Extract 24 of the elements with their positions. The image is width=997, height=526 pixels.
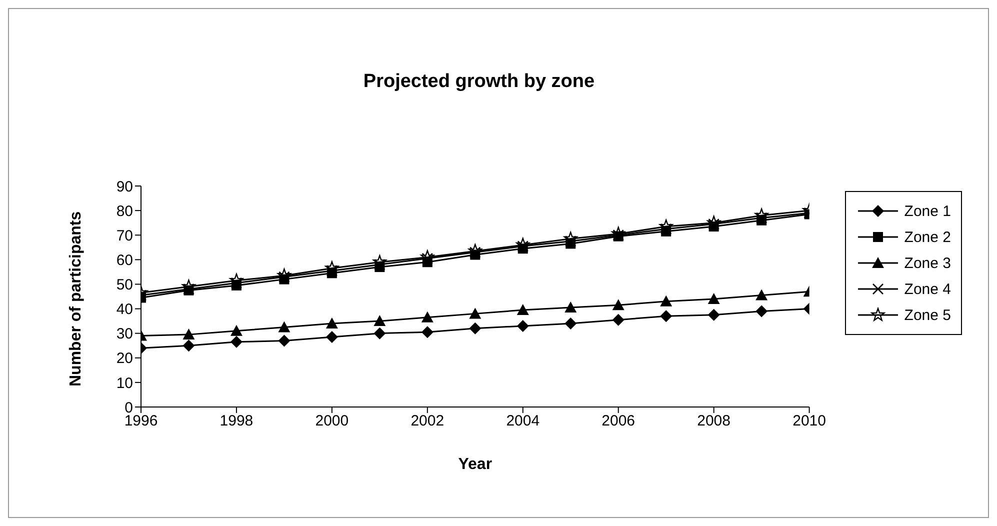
y-tick-label: 70 (116, 227, 133, 244)
y-tick-label: 60 (116, 252, 133, 269)
x-tick-label: 2004 (506, 412, 540, 430)
x-axis-title: Year (458, 456, 492, 473)
y-tick-label: 50 (116, 276, 133, 294)
legend-label: Zone 5 (904, 306, 951, 324)
legend-label: Zone 2 (904, 228, 951, 246)
x-tick-label: 2002 (410, 412, 444, 430)
x-tick-label: 2008 (697, 412, 731, 430)
x-tick-label: 2006 (602, 412, 636, 430)
legend-label: Zone 3 (904, 254, 951, 272)
y-axis-title: Number of participants (68, 211, 85, 386)
legend-label: Zone 1 (904, 202, 951, 220)
chart-title: Projected growth by zone (362, 71, 596, 93)
x-tick-label: 2000 (315, 412, 349, 430)
y-tick-label: 80 (116, 202, 133, 220)
legend-label: Zone 4 (904, 280, 951, 298)
y-tick-label: 10 (116, 374, 133, 392)
y-tick-label: 30 (116, 326, 133, 343)
y-tick-label: 40 (116, 301, 133, 318)
x-tick-label: 2010 (792, 412, 826, 430)
y-tick-label: 20 (116, 350, 133, 368)
x-tick-label: 1998 (220, 412, 254, 430)
y-tick-label: 90 (116, 178, 133, 196)
